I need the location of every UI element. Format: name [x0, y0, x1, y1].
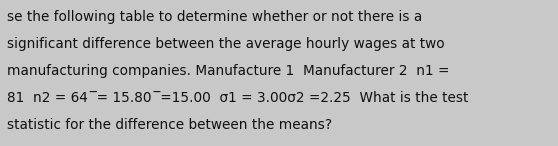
Text: significant difference between the average hourly wages at two: significant difference between the avera… — [7, 37, 444, 51]
Text: 81  n2 = 64  ̅= 15.80  ̅=15.00  σ1 = 3.00σ2 =2.25  What is the test: 81 n2 = 64 ̅= 15.80 ̅=15.00 σ1 = 3.00σ2 … — [7, 91, 468, 105]
Text: se the following table to determine whether or not there is a: se the following table to determine whet… — [7, 10, 422, 24]
Text: statistic for the difference between the means?: statistic for the difference between the… — [7, 118, 332, 132]
Text: manufacturing companies. Manufacture 1  Manufacturer 2  n1 =: manufacturing companies. Manufacture 1 M… — [7, 64, 449, 78]
